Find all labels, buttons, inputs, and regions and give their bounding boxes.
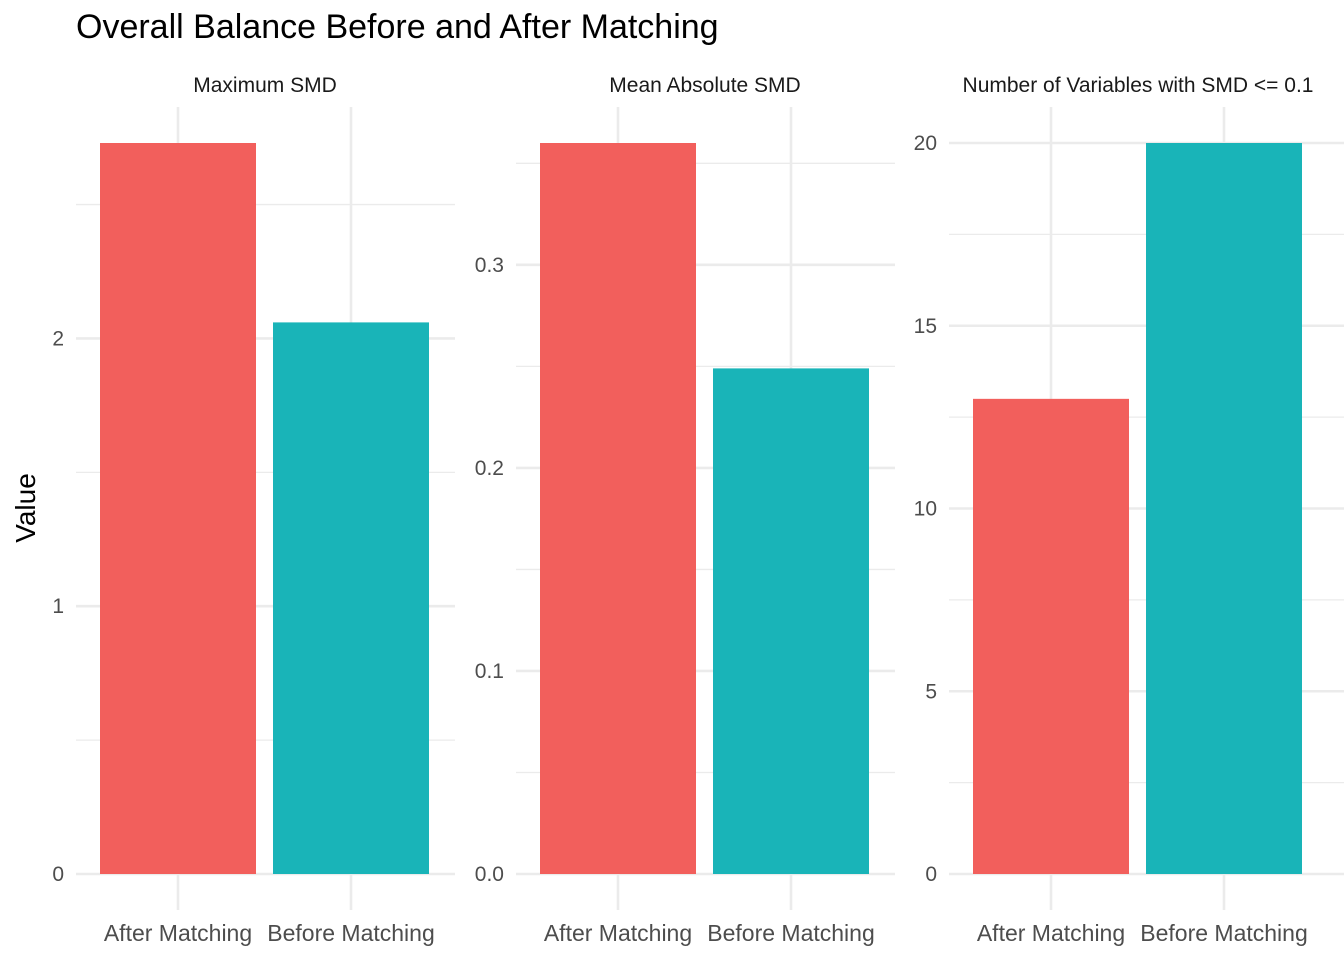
bar-after-matching bbox=[973, 398, 1129, 874]
facet-panel: After Matching Before Matching Number of V… bbox=[949, 74, 1344, 946]
facet-strip-label: Mean Absolute SMD bbox=[609, 74, 800, 97]
y-tick-label: 5 bbox=[925, 680, 937, 703]
x-tick-label: Before Matching bbox=[1140, 920, 1307, 946]
y-tick-label: 0.2 bbox=[475, 457, 504, 480]
y-tick-label: 20 bbox=[914, 132, 937, 155]
bar-before-matching bbox=[1146, 143, 1302, 874]
y-tick-label: 0.3 bbox=[475, 254, 504, 277]
facet-panel: After Matching Before Matching Maximum SMD bbox=[76, 74, 455, 946]
y-tick-label: 1 bbox=[52, 595, 64, 618]
chart-title: Overall Balance Before and After Matchin… bbox=[76, 8, 719, 46]
x-tick-label: After Matching bbox=[104, 920, 252, 946]
bar-after-matching bbox=[100, 143, 256, 874]
bar-before-matching bbox=[273, 322, 429, 874]
facet-strip-label: Number of Variables with SMD <= 0.1 bbox=[963, 74, 1314, 97]
x-tick-label: After Matching bbox=[977, 920, 1125, 946]
x-tick-label: After Matching bbox=[544, 920, 692, 946]
y-tick-label: 15 bbox=[914, 315, 937, 338]
bar-after-matching bbox=[540, 143, 696, 874]
bar-before-matching bbox=[713, 368, 869, 874]
x-tick-label: Before Matching bbox=[707, 920, 874, 946]
y-tick-label: 0.0 bbox=[475, 863, 504, 886]
y-tick-label: 2 bbox=[52, 327, 64, 350]
y-tick-label: 0 bbox=[52, 863, 64, 886]
x-tick-label: Before Matching bbox=[267, 920, 434, 946]
y-tick-label: 10 bbox=[914, 498, 937, 521]
facet-panel: After Matching Before Matching Mean Absolu… bbox=[516, 74, 895, 946]
y-tick-label: 0.1 bbox=[475, 660, 504, 683]
y-tick-label: 0 bbox=[925, 863, 937, 886]
facet-strip-label: Maximum SMD bbox=[193, 74, 337, 97]
